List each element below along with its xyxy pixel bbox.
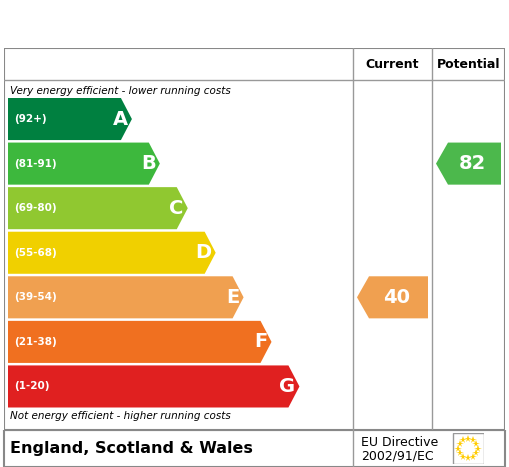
Text: (92+): (92+) (14, 114, 47, 124)
Text: C: C (169, 198, 184, 218)
Text: (1-20): (1-20) (14, 382, 49, 391)
Text: G: G (279, 377, 295, 396)
Polygon shape (8, 232, 216, 274)
Text: Not energy efficient - higher running costs: Not energy efficient - higher running co… (10, 411, 231, 421)
Text: England, Scotland & Wales: England, Scotland & Wales (10, 441, 253, 456)
Text: (69-80): (69-80) (14, 203, 56, 213)
Text: D: D (195, 243, 212, 262)
Polygon shape (436, 142, 501, 184)
Text: (21-38): (21-38) (14, 337, 56, 347)
Text: (39-54): (39-54) (14, 292, 56, 302)
Polygon shape (8, 366, 299, 408)
Polygon shape (8, 321, 271, 363)
Text: 40: 40 (383, 288, 410, 307)
Polygon shape (8, 187, 188, 229)
Text: F: F (254, 333, 268, 351)
Text: Very energy efficient - lower running costs: Very energy efficient - lower running co… (10, 86, 231, 96)
Text: 82: 82 (459, 154, 486, 173)
Polygon shape (357, 276, 428, 318)
Text: 2002/91/EC: 2002/91/EC (361, 449, 434, 462)
Text: E: E (227, 288, 240, 307)
Text: Current: Current (366, 57, 419, 71)
Text: (55-68): (55-68) (14, 248, 56, 258)
Text: B: B (141, 154, 156, 173)
Text: Energy Efficiency Rating: Energy Efficiency Rating (92, 12, 417, 36)
Text: A: A (113, 110, 128, 128)
Polygon shape (8, 142, 160, 184)
Polygon shape (8, 98, 132, 140)
Text: (81-91): (81-91) (14, 159, 56, 169)
Polygon shape (8, 276, 244, 318)
Text: EU Directive: EU Directive (361, 437, 438, 449)
Text: Potential: Potential (437, 57, 500, 71)
